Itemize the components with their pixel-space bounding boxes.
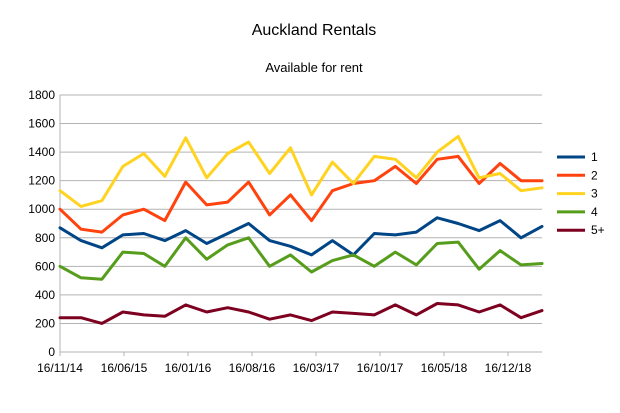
series-line-3 (58, 134, 544, 208)
y-tick-label: 1200 (28, 174, 55, 188)
chart-subtitle: Available for rent (265, 60, 363, 75)
series-line-1 (58, 216, 544, 257)
axes (59, 95, 542, 356)
series-line-4 (58, 236, 544, 281)
x-tick-label: 16/05/18 (421, 361, 468, 375)
y-tick-label: 1600 (28, 117, 55, 131)
legend: 1 2 3 4 5+ (557, 150, 605, 237)
y-tick-label: 600 (35, 259, 55, 273)
x-tick-label: 16/12/18 (485, 361, 532, 375)
y-tick-label: 1800 (28, 88, 55, 102)
y-tick-label: 1000 (28, 202, 55, 216)
legend-label: 2 (591, 168, 598, 182)
y-tick-label: 800 (35, 231, 55, 245)
y-tick-label: 1400 (28, 145, 55, 159)
y-axis-tick-labels: 0 200 400 600 800 1000 1200 1400 1600 1800 (28, 88, 55, 359)
y-tick-label: 0 (48, 345, 55, 359)
y-tick-label: 200 (35, 316, 55, 330)
x-tick-label: 16/06/15 (101, 361, 148, 375)
series-line-2 (58, 154, 544, 234)
plot-series (58, 134, 544, 325)
legend-label: 3 (591, 187, 598, 201)
x-tick-label: 16/01/16 (165, 361, 212, 375)
x-tick-label: 16/11/14 (37, 361, 83, 375)
x-axis-tick-labels: 16/11/14 16/06/15 16/01/16 16/08/16 16/03/17… (37, 361, 532, 375)
legend-label: 1 (591, 150, 598, 164)
y-tick-label: 400 (35, 288, 55, 302)
legend-label: 5+ (591, 223, 605, 237)
chart-title: Auckland Rentals (252, 22, 377, 39)
series-line-5plus (58, 302, 544, 325)
x-tick-label: 16/03/17 (293, 361, 340, 375)
legend-label: 4 (591, 205, 598, 219)
x-tick-label: 16/08/16 (229, 361, 276, 375)
x-tick-label: 16/10/17 (357, 361, 404, 375)
